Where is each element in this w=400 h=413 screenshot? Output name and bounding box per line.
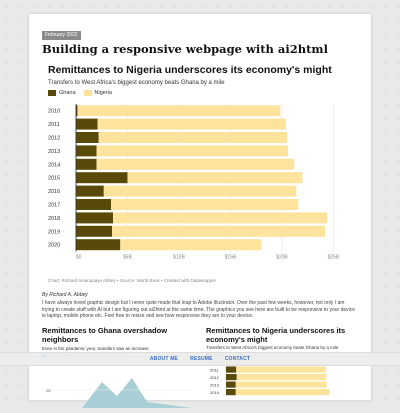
byline: By Richard A. Abbey: [42, 292, 88, 298]
article-page: February 2022 Building a responsive webp…: [29, 14, 371, 408]
bar-nigeria-2017: [111, 199, 299, 210]
bar-ghana-2020: [76, 239, 121, 251]
card-right-subtitle: Transfers to West Africa's biggest econo…: [206, 345, 339, 350]
bar-nigeria-2016: [103, 185, 297, 197]
mini-bar-nigeria-2011: [236, 366, 326, 373]
bar-nigeria-2013: [96, 145, 289, 157]
category-label: 2013: [48, 149, 60, 155]
mini-bar-ghana-2011: [226, 366, 237, 373]
page-title: Building a responsive webpage with ai2ht…: [42, 42, 328, 56]
bar-ghana-2013: [76, 145, 97, 157]
category-label: 2014: [48, 162, 60, 168]
bar-ghana-2017: [76, 199, 112, 210]
legend-label-nigeria: Nigeria: [94, 90, 112, 96]
bar-ghana-2019: [76, 225, 113, 237]
bar-nigeria-2020: [120, 239, 262, 251]
category-label: 2017: [48, 203, 60, 209]
legend-swatch-ghana: [48, 90, 56, 96]
x-tick-label: $15B: [225, 254, 237, 260]
card-left-title: Remittances to Ghana overshadow neighbor…: [42, 326, 168, 344]
nav-contact-link[interactable]: CONTACT: [224, 356, 251, 362]
card-left-subtitle: Even in the pandemic year, transfers saw…: [42, 346, 149, 351]
bar-nigeria-2012: [98, 132, 288, 143]
x-tick-label: $5B: [123, 254, 133, 260]
nav-about-link[interactable]: ABOUT ME: [149, 356, 179, 362]
mini-bar-nigeria-2013: [235, 381, 327, 388]
chart-title: Remittances to Nigeria underscores its e…: [48, 64, 332, 76]
bar-nigeria-2011: [97, 118, 287, 130]
mini-category-label: 2014: [210, 390, 220, 395]
category-label: 2015: [48, 176, 60, 182]
mini-bar-ghana-2014: [226, 389, 236, 396]
bar-ghana-2011: [76, 118, 98, 130]
bar-nigeria-2010: [77, 105, 281, 117]
nav-resume-link[interactable]: RESUME: [190, 356, 213, 362]
bar-ghana-2014: [76, 158, 97, 170]
y-tick-label: 4B: [46, 388, 51, 393]
main-chart: Remittances to Nigeria underscores its e…: [42, 60, 357, 287]
bar-nigeria-2019: [112, 225, 326, 237]
date-badge: February 2022: [42, 31, 81, 40]
x-tick-label: $0: [76, 254, 82, 260]
bar-ghana-2015: [76, 172, 128, 184]
legend-swatch-nigeria: [83, 90, 92, 96]
area-shape-ghana: [82, 378, 192, 408]
bar-ghana-2016: [76, 185, 104, 197]
x-tick-label: $20B: [276, 254, 288, 260]
category-label: 2012: [48, 136, 60, 142]
legend-label-ghana: Ghana: [59, 90, 76, 96]
mini-bar-nigeria-2014: [235, 389, 330, 396]
bar-nigeria-2014: [96, 158, 295, 170]
bottom-navbar: ABOUT ME RESUME CONTACT: [0, 352, 400, 366]
bar-ghana-2018: [76, 212, 114, 224]
legend-item-ghana: Ghana: [48, 90, 76, 96]
category-label: 2018: [48, 216, 60, 222]
category-label: 2020: [48, 243, 60, 249]
chart-subtitle: Transfers to West Africa's biggest econo…: [48, 80, 225, 86]
card-right-title: Remittances to Nigeria underscores its e…: [206, 326, 346, 344]
mini-bar-nigeria-2012: [236, 374, 327, 381]
chart-legend: Ghana Nigeria: [48, 90, 112, 96]
x-tick-label: $25B: [328, 254, 340, 260]
mini-bar-ghana-2013: [226, 381, 236, 388]
bar-nigeria-2015: [127, 172, 303, 184]
bar-ghana-2012: [76, 132, 99, 143]
category-label: 2011: [48, 122, 60, 128]
bar-chart-svg: $0 $5B $10B $15B $20B $25B 2010 2011 2012 2013 201…: [48, 104, 340, 260]
category-label: 2010: [48, 109, 60, 115]
intro-paragraph: I have always loved graphic design but I…: [42, 300, 356, 319]
bar-nigeria-2018: [113, 212, 328, 224]
category-label: 2019: [48, 229, 60, 235]
mini-category-label: 2012: [210, 375, 220, 380]
mini-category-label: 2013: [210, 383, 220, 388]
chart-footnote: Chart: Richard Amanquaye Abbey • Source:…: [48, 278, 217, 283]
x-tick-label: $10B: [173, 254, 185, 260]
bar-ghana-2010: [76, 105, 78, 117]
legend-item-nigeria: Nigeria: [83, 90, 112, 96]
mini-bar-ghana-2012: [226, 374, 237, 381]
mini-category-label: 2011: [210, 368, 219, 373]
category-label: 2016: [48, 189, 60, 195]
